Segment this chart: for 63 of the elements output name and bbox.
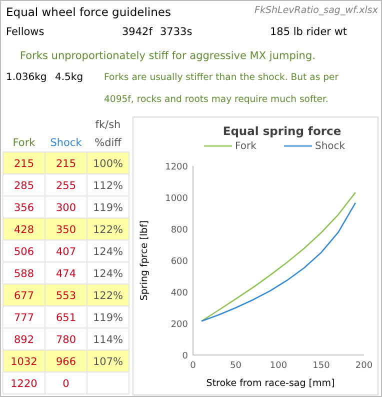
text: 350 xyxy=(56,224,76,236)
text: 474 xyxy=(56,268,76,280)
text: 300 xyxy=(56,202,76,214)
text: 3733s xyxy=(160,26,192,38)
text: 777 xyxy=(14,312,34,324)
text: 119% xyxy=(92,202,124,214)
x-tick-label: 50 xyxy=(230,361,242,371)
y-tick-label: 400 xyxy=(170,288,188,298)
text: 1.036kg xyxy=(6,72,47,83)
text: Forks unproportionately stiff for aggressive MX jumping. xyxy=(20,50,316,62)
text: 122% xyxy=(92,290,124,302)
y-tick-label: 1000 xyxy=(165,194,188,204)
text: 114% xyxy=(92,334,124,346)
text: 122% xyxy=(92,224,124,236)
text: fk/sh xyxy=(95,119,121,131)
x-axis-title: Stroke from race-sag [mm] xyxy=(206,378,335,389)
text: 100% xyxy=(92,158,124,170)
text: 255 xyxy=(56,180,76,192)
text: Fork xyxy=(12,137,36,149)
legend-label: Fork xyxy=(235,141,257,152)
text: 651 xyxy=(56,312,76,324)
text: Equal wheel force guidelines xyxy=(6,5,171,19)
text: 1220 xyxy=(10,378,38,390)
text: 428 xyxy=(14,224,34,236)
text: FkShLevRatio_sag_wf.xlsx xyxy=(254,5,378,16)
text: Shock xyxy=(50,137,83,149)
text: 0 xyxy=(62,378,70,390)
text: 780 xyxy=(56,334,76,346)
text: 107% xyxy=(92,356,124,368)
text: 215 xyxy=(56,158,76,170)
text: 124% xyxy=(92,268,124,280)
x-tick-label: 150 xyxy=(312,361,330,371)
y-tick-label: 0 xyxy=(182,352,188,362)
text: 407 xyxy=(56,246,76,258)
text: 285 xyxy=(14,180,34,192)
y-tick-label: 600 xyxy=(170,257,188,267)
x-tick-label: 200 xyxy=(355,361,373,371)
text: 112% xyxy=(92,180,124,192)
y-tick-label: 200 xyxy=(170,320,188,330)
y-tick-label: 1200 xyxy=(165,162,188,172)
y-tick-label: 800 xyxy=(170,226,188,236)
text: Forks are usually stiffer than the shock. But as per 4095f, rocks and roots may require much softer. xyxy=(104,72,339,105)
x-tick-label: 0 xyxy=(190,361,196,371)
text: 677 xyxy=(14,290,34,302)
text: %diff xyxy=(94,137,122,149)
text: Fellows xyxy=(6,26,44,38)
text: 892 xyxy=(14,334,34,346)
y-axis-title: Spring fprce [lbf] xyxy=(139,220,150,301)
text: 185 lb rider wt xyxy=(270,26,348,38)
x-tick-label: 100 xyxy=(270,361,288,371)
text: 3942f xyxy=(122,26,153,38)
text: 506 xyxy=(14,246,34,258)
text: 966 xyxy=(56,356,76,368)
text: 124% xyxy=(92,246,124,258)
text: 553 xyxy=(56,290,76,302)
text: 1032 xyxy=(10,356,38,368)
text: 356 xyxy=(14,202,34,214)
chart-title: Equal spring force xyxy=(222,124,342,138)
text: 119% xyxy=(92,312,124,324)
legend-label: Shock xyxy=(315,141,346,152)
text: 215 xyxy=(14,158,34,170)
text: 4.5kg xyxy=(55,72,84,83)
text: 588 xyxy=(14,268,34,280)
